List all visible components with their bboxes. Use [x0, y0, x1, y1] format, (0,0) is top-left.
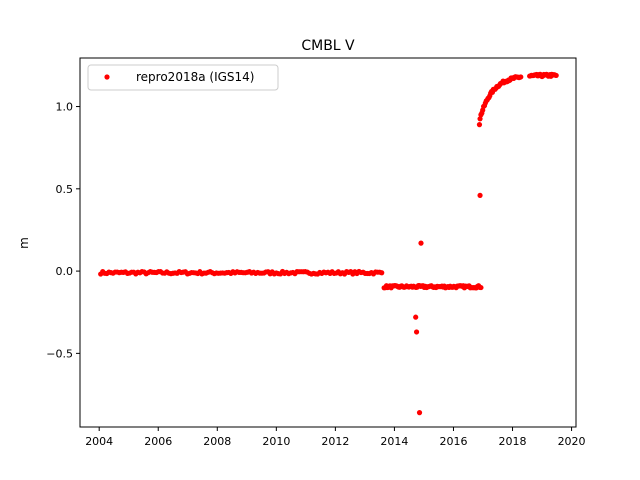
x-tick-label: 2004 — [85, 435, 113, 448]
y-tick-label: 1.0 — [56, 101, 74, 114]
x-tick-label: 2020 — [558, 435, 586, 448]
x-tick-label: 2016 — [439, 435, 467, 448]
x-tick-label: 2012 — [321, 435, 349, 448]
chart-title: CMBL V — [301, 38, 355, 54]
legend-label: repro2018a (IGS14) — [136, 70, 254, 84]
x-tick-label: 2008 — [203, 435, 231, 448]
data-point — [413, 329, 420, 335]
x-axis-ticks: 2004 2006 2008 2010 2012 2014 2016 2018 2020 — [85, 427, 586, 448]
y-tick-label: 0.5 — [56, 183, 74, 196]
legend-box — [87, 64, 279, 91]
plot-area: 2004 2006 2008 2010 2012 2014 2016 2018 2020 −0.… — [46, 57, 586, 448]
x-tick-label: 2006 — [144, 435, 172, 448]
data-point — [476, 122, 483, 128]
legend-marker — [104, 74, 110, 80]
legend: repro2018a (IGS14) — [87, 64, 279, 91]
x-tick-label: 2010 — [262, 435, 290, 448]
data-point — [518, 74, 524, 80]
data-point — [477, 116, 483, 122]
data-point — [416, 410, 423, 416]
data-point — [418, 240, 424, 246]
y-axis-ticks: −0.5 0.0 0.5 1.0 — [46, 101, 80, 360]
data-point — [553, 72, 559, 79]
axes-frame — [79, 57, 577, 428]
data-point — [379, 270, 385, 276]
x-tick-label: 2014 — [380, 435, 408, 448]
data-points — [98, 71, 559, 416]
data-point — [413, 314, 419, 320]
x-tick-label: 2018 — [499, 435, 527, 448]
y-axis-label: m — [17, 237, 31, 249]
data-point — [477, 192, 483, 198]
data-point — [478, 284, 484, 291]
y-tick-label: −0.5 — [46, 347, 73, 360]
y-tick-label: 0.0 — [56, 265, 74, 278]
